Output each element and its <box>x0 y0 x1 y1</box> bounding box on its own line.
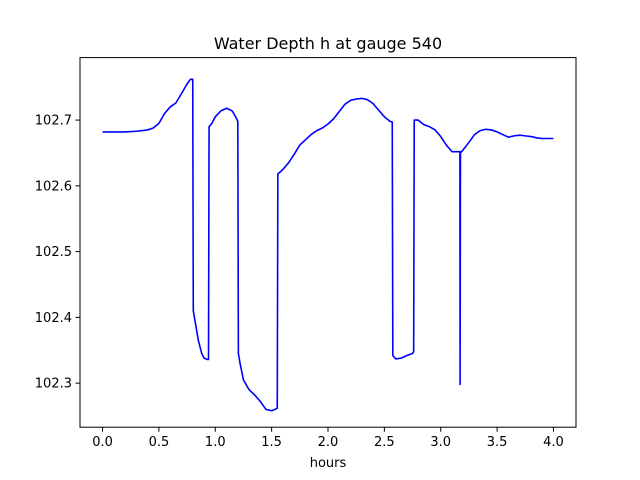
x-tick-label: 1.0 <box>205 435 226 450</box>
x-tick-label: 2.5 <box>374 435 395 450</box>
x-axis: 0.0 0.5 1.0 1.5 2.0 2.5 3.0 3.5 4.0 <box>92 427 564 450</box>
y-axis: 102.3 102.4 102.5 102.6 102.7 <box>35 114 80 392</box>
series-line <box>102 78 554 412</box>
x-tick-label: 0.5 <box>149 435 170 450</box>
x-tick-label: 1.5 <box>261 435 282 450</box>
x-tick-label: 2.0 <box>318 435 339 450</box>
plot-area <box>102 78 554 412</box>
y-tick-label: 102.7 <box>35 114 72 129</box>
x-tick-label: 3.5 <box>487 435 508 450</box>
chart-title: Water Depth h at gauge 540 <box>214 34 442 53</box>
x-axis-label: hours <box>310 456 347 471</box>
y-tick-label: 102.3 <box>35 377 72 392</box>
x-tick-label: 4.0 <box>543 435 564 450</box>
y-tick-label: 102.6 <box>35 179 72 194</box>
y-tick-label: 102.4 <box>35 311 72 326</box>
x-tick-label: 3.0 <box>430 435 451 450</box>
plot-frame <box>79 57 577 428</box>
x-tick-label: 0.0 <box>92 435 113 450</box>
y-tick-label: 102.5 <box>35 245 72 260</box>
